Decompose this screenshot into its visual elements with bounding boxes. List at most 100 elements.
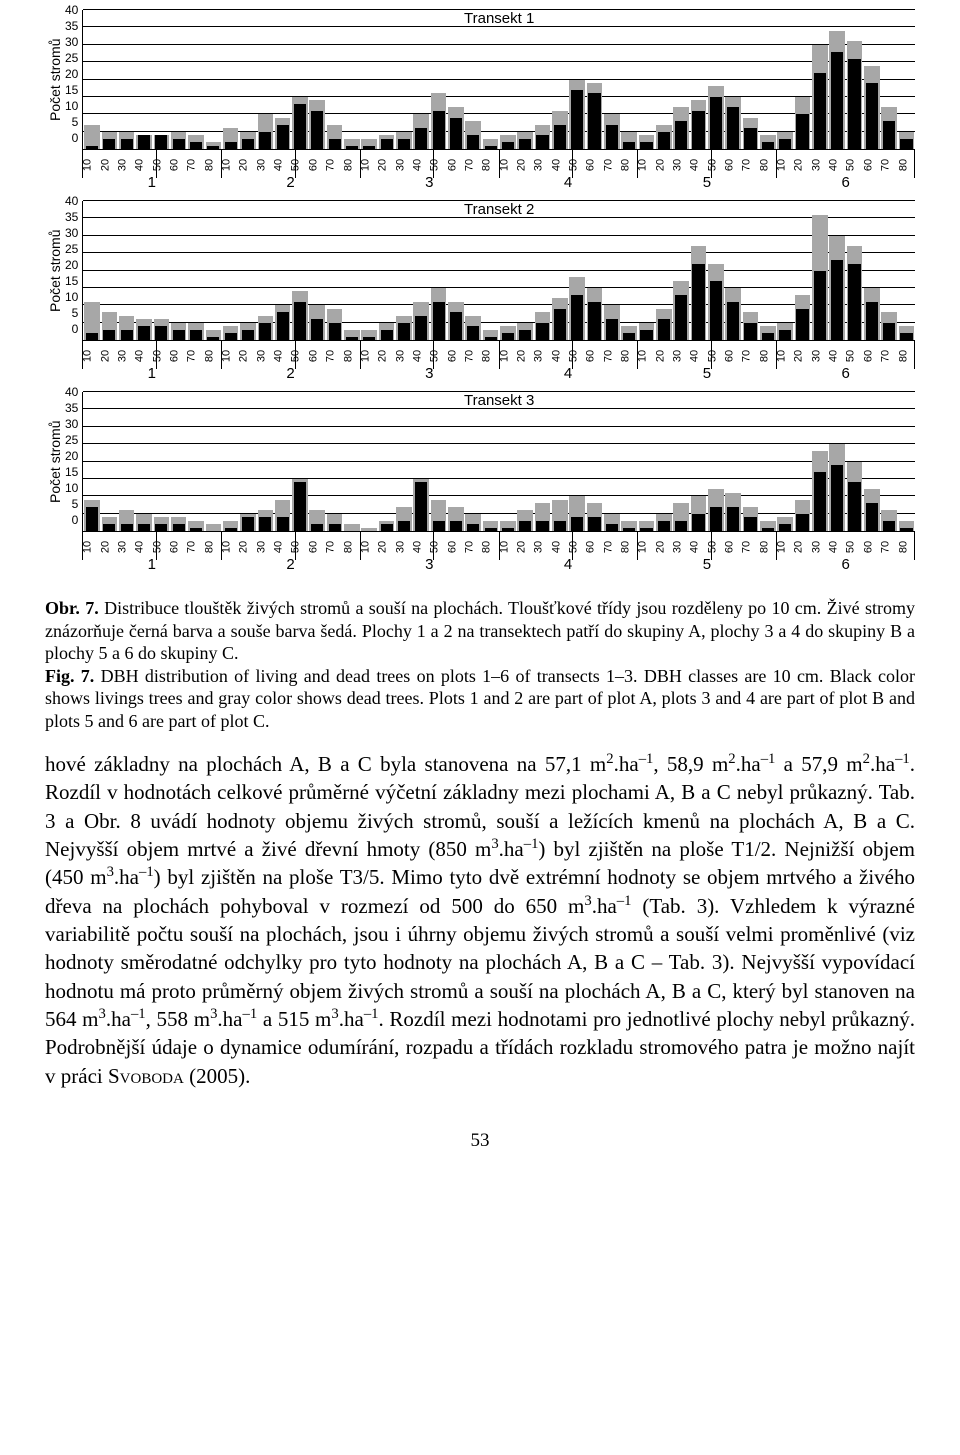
bar-slot xyxy=(673,10,690,149)
bar-slot xyxy=(361,201,378,340)
bar-live xyxy=(831,260,843,340)
group-label: 6 xyxy=(776,174,915,191)
y-axis-ticks: 0510152025303540 xyxy=(65,384,82,528)
bar-live xyxy=(848,264,860,340)
bar-live xyxy=(762,528,774,531)
bar-live xyxy=(519,139,531,149)
figure-caption: Obr. 7. Distribuce tlouštěk živých strom… xyxy=(45,597,915,732)
y-axis-label: Počet stromů xyxy=(45,392,65,532)
bar-live xyxy=(450,118,462,149)
bar-slot xyxy=(828,392,845,531)
bar-live xyxy=(103,330,115,340)
bar-dead xyxy=(361,528,377,531)
bar-live xyxy=(502,142,514,149)
bar-slot xyxy=(603,201,620,340)
bar-live xyxy=(155,135,167,149)
bar-slot xyxy=(309,201,326,340)
bar-slot xyxy=(153,10,170,149)
bar-live xyxy=(814,271,826,341)
bar-slot xyxy=(257,392,274,531)
y-axis-label: Počet stromů xyxy=(45,201,65,341)
bar-slot xyxy=(569,392,586,531)
bar-slot xyxy=(898,10,915,149)
bar-live xyxy=(675,295,687,340)
bar-slot xyxy=(465,392,482,531)
bar-live xyxy=(502,333,514,340)
bar-slot xyxy=(811,392,828,531)
bar-live xyxy=(329,323,341,340)
bar-slot xyxy=(707,201,724,340)
bar-slot xyxy=(291,201,308,340)
bar-live xyxy=(554,521,566,531)
bar-slot xyxy=(742,201,759,340)
group-labels: 123456 xyxy=(82,365,915,382)
bar-live xyxy=(450,312,462,340)
bar-live xyxy=(485,146,497,149)
bar-live xyxy=(398,323,410,340)
chart-title: Transekt 1 xyxy=(464,10,534,27)
bar-live xyxy=(415,128,427,149)
bar-slot xyxy=(776,10,793,149)
chart-panel: Počet stromů0510152025303540Transekt 310… xyxy=(45,392,915,573)
bar-slot xyxy=(655,10,672,149)
bar-live xyxy=(329,524,341,531)
bar-live xyxy=(259,517,271,531)
bar-live xyxy=(796,114,808,149)
bar-slot xyxy=(725,10,742,149)
bar-live xyxy=(311,524,323,531)
bar-slot xyxy=(655,201,672,340)
bar-live xyxy=(121,139,133,149)
bar-live xyxy=(207,337,219,340)
bar-slot xyxy=(118,201,135,340)
bar-live xyxy=(225,333,237,340)
bar-live xyxy=(259,132,271,149)
bar-slot xyxy=(534,10,551,149)
bar-live xyxy=(658,132,670,149)
bar-slot xyxy=(690,392,707,531)
bar-slot xyxy=(170,10,187,149)
bar-slot xyxy=(569,201,586,340)
bar-live xyxy=(519,521,531,531)
bar-live xyxy=(623,142,635,149)
bar-live xyxy=(831,465,843,531)
group-label: 5 xyxy=(637,365,776,382)
group-label: 4 xyxy=(499,365,638,382)
bar-live xyxy=(398,521,410,531)
bar-live xyxy=(433,521,445,531)
bar-dead xyxy=(344,524,360,531)
bar-slot xyxy=(499,10,516,149)
bar-live xyxy=(744,128,756,149)
group-label: 4 xyxy=(499,174,638,191)
bar-live xyxy=(900,333,912,340)
bar-slot xyxy=(135,201,152,340)
group-labels: 123456 xyxy=(82,556,915,573)
bar-slot xyxy=(205,201,222,340)
bar-slot xyxy=(361,392,378,531)
bar-live xyxy=(744,517,756,531)
bar-slot xyxy=(725,201,742,340)
bar-live xyxy=(346,146,358,149)
bar-live xyxy=(710,281,722,340)
bar-live xyxy=(294,302,306,340)
page-number: 53 xyxy=(45,1130,915,1152)
bar-slot xyxy=(326,10,343,149)
bar-live xyxy=(173,330,185,340)
bar-live xyxy=(883,521,895,531)
bar-live xyxy=(294,482,306,531)
chart-title: Transekt 2 xyxy=(464,201,534,218)
bar-live xyxy=(536,323,548,340)
group-labels: 123456 xyxy=(82,174,915,191)
bar-slot xyxy=(153,201,170,340)
bar-slot xyxy=(499,201,516,340)
bar-slot xyxy=(135,10,152,149)
bar-live xyxy=(259,323,271,340)
bar-slot xyxy=(274,392,291,531)
bar-live xyxy=(415,482,427,531)
bar-slot xyxy=(586,10,603,149)
bar-slot xyxy=(621,201,638,340)
bar-slot xyxy=(863,10,880,149)
bar-live xyxy=(796,514,808,531)
bar-slot xyxy=(430,10,447,149)
chart-panel: Počet stromů0510152025303540Transekt 110… xyxy=(45,10,915,191)
bar-slot xyxy=(863,201,880,340)
